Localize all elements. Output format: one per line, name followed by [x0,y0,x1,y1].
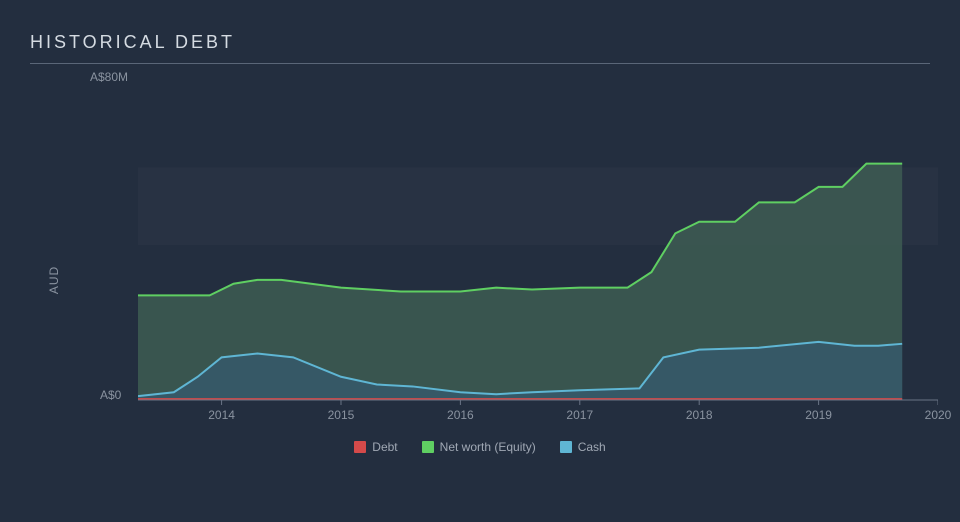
legend-label: Cash [578,440,606,454]
chart-title: HISTORICAL DEBT [30,32,930,64]
x-tick-label: 2015 [328,408,355,422]
x-tick-label: 2020 [925,408,952,422]
legend-item: Net worth (Equity) [422,440,536,454]
legend-label: Debt [372,440,397,454]
chart-container: HISTORICAL DEBT A$80M AUD A$0 2014 2015 20… [0,0,960,522]
area-chart-svg [138,90,938,406]
legend-swatch [560,441,572,453]
x-tick-label: 2016 [447,408,474,422]
x-tick-label: 2018 [686,408,713,422]
plot-region [138,90,938,400]
x-tick-label: 2017 [566,408,593,422]
x-tick-label: 2014 [208,408,235,422]
legend-label: Net worth (Equity) [440,440,536,454]
y-axis-top-label: A$80M [90,70,128,84]
y-axis-title: AUD [47,266,61,294]
legend-item: Debt [354,440,397,454]
legend-swatch [422,441,434,453]
x-tick-label: 2019 [805,408,832,422]
legend-item: Cash [560,440,606,454]
legend-swatch [354,441,366,453]
chart-area: A$80M AUD A$0 20142015201620172018201920… [30,70,930,490]
y-axis-bottom-label: A$0 [100,388,121,402]
x-axis-ticks: 2014201520162017201820192020 [138,408,938,428]
chart-legend: Debt Net worth (Equity) Cash [30,440,930,456]
